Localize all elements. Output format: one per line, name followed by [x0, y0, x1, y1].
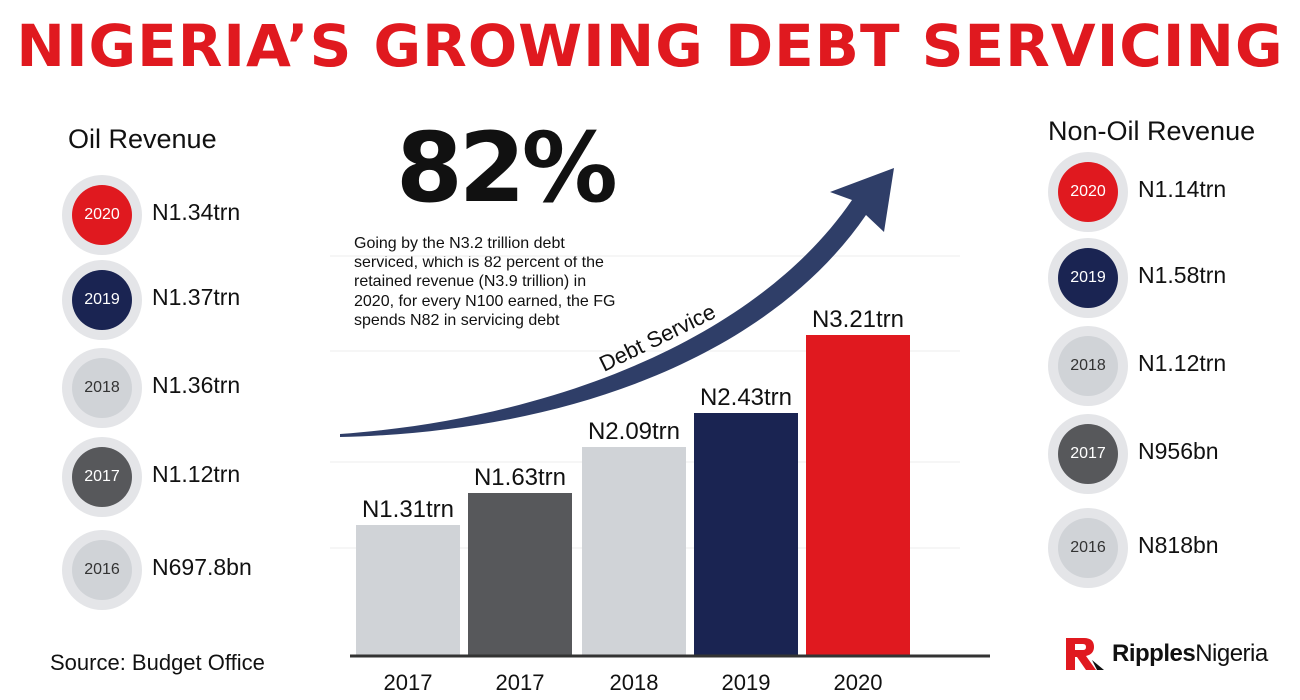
- non-oil-revenue-item-2018: 2018 N1.12trn: [1048, 326, 1300, 410]
- revenue-value: N1.34trn: [152, 199, 241, 225]
- revenue-value: N956bn: [1138, 438, 1219, 464]
- revenue-value: N1.14trn: [1138, 176, 1227, 202]
- logo-text: RipplesNigeria: [1112, 640, 1268, 668]
- logo-text-regular: Nigeria: [1195, 640, 1268, 667]
- year-badge: 2019: [1058, 248, 1118, 308]
- revenue-value: N1.36trn: [152, 372, 241, 398]
- year-badge-ring: 2020: [1048, 152, 1128, 232]
- bar-2019: [694, 413, 798, 656]
- year-badge-ring: 2019: [1048, 238, 1128, 318]
- year-badge: 2016: [72, 540, 132, 600]
- bar-2017: [468, 493, 572, 656]
- logo-text-bold: Ripples: [1112, 640, 1196, 667]
- year-badge-ring: 2020: [62, 175, 142, 255]
- oil-revenue-item-2019: 2019 N1.37trn: [62, 260, 402, 344]
- oil-revenue-item-2020: 2020 N1.34trn: [62, 175, 402, 259]
- year-badge: 2020: [1058, 162, 1118, 222]
- brand-logo: RipplesNigeria: [1064, 634, 1274, 674]
- non-oil-revenue-heading: Non-Oil Revenue: [1048, 116, 1256, 146]
- revenue-value: N1.12trn: [152, 461, 241, 487]
- growth-arrow: [340, 168, 894, 437]
- year-badge-ring: 2016: [1048, 508, 1128, 588]
- revenue-value: N818bn: [1138, 532, 1219, 558]
- x-tick-label: 2017: [384, 670, 433, 695]
- year-badge: 2018: [1058, 336, 1118, 396]
- year-badge: 2017: [1058, 424, 1118, 484]
- non-oil-revenue-item-2017: 2017 N956bn: [1048, 414, 1300, 498]
- year-badge-ring: 2017: [62, 437, 142, 517]
- non-oil-revenue-item-2016: 2016 N818bn: [1048, 508, 1300, 592]
- x-tick-label: 2018: [610, 670, 659, 695]
- revenue-value: N1.58trn: [1138, 262, 1227, 288]
- bar-2018: [582, 447, 686, 656]
- debt-note: Going by the N3.2 trillion debt serviced…: [354, 235, 616, 329]
- revenue-value: N1.12trn: [1138, 350, 1227, 376]
- revenue-value: N697.8bn: [152, 554, 252, 580]
- year-badge: 2017: [72, 447, 132, 507]
- revenue-value: N1.37trn: [152, 284, 241, 310]
- oil-revenue-item-2017: 2017 N1.12trn: [62, 437, 402, 521]
- year-badge-ring: 2017: [1048, 414, 1128, 494]
- x-tick-label: 2020: [834, 670, 883, 695]
- bar-value-label: N3.21trn: [812, 306, 904, 333]
- bar-2020: [806, 335, 910, 656]
- bar-value-label: N1.31trn: [362, 496, 454, 523]
- bar-value-label: N2.09trn: [588, 418, 680, 445]
- ripples-logo-icon: [1066, 638, 1104, 670]
- year-badge: 2016: [1058, 518, 1118, 578]
- oil-revenue-item-2016: 2016 N697.8bn: [62, 530, 402, 614]
- source-note: Source: Budget Office: [50, 650, 265, 675]
- year-badge-ring: 2018: [1048, 326, 1128, 406]
- year-badge-ring: 2016: [62, 530, 142, 610]
- page-title: NIGERIA’S GROWING DEBT SERVICING: [16, 12, 1284, 80]
- non-oil-revenue-item-2020: 2020 N1.14trn: [1048, 152, 1300, 236]
- non-oil-revenue-item-2019: 2019 N1.58trn: [1048, 238, 1300, 322]
- year-badge-ring: 2018: [62, 348, 142, 428]
- oil-revenue-item-2018: 2018 N1.36trn: [62, 348, 402, 432]
- bar-value-label: N1.63trn: [474, 464, 566, 491]
- year-badge-ring: 2019: [62, 260, 142, 340]
- x-tick-label: 2019: [722, 670, 771, 695]
- debt-percent-figure: 82%: [396, 112, 618, 224]
- year-badge: 2018: [72, 358, 132, 418]
- bar-2017: [356, 525, 460, 656]
- oil-revenue-heading: Oil Revenue: [68, 124, 217, 154]
- year-badge: 2020: [72, 185, 132, 245]
- bar-value-label: N2.43trn: [700, 384, 792, 411]
- x-tick-label: 2017: [496, 670, 545, 695]
- year-badge: 2019: [72, 270, 132, 330]
